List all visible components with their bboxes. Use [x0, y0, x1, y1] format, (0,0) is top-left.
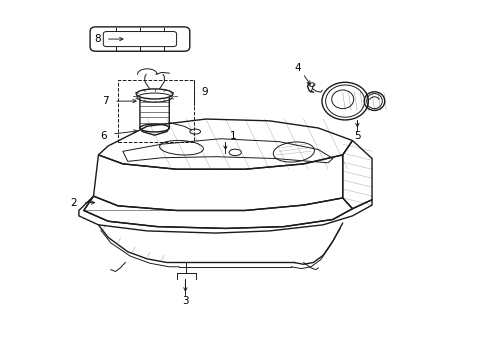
Text: 2: 2 — [71, 198, 77, 208]
Text: 6: 6 — [100, 131, 107, 141]
Text: 3: 3 — [182, 296, 189, 306]
Text: 9: 9 — [201, 87, 208, 97]
Text: 7: 7 — [102, 96, 109, 106]
Text: 1: 1 — [229, 131, 236, 141]
Text: 5: 5 — [354, 131, 361, 141]
Text: 4: 4 — [294, 63, 301, 73]
Text: 8: 8 — [94, 34, 101, 44]
